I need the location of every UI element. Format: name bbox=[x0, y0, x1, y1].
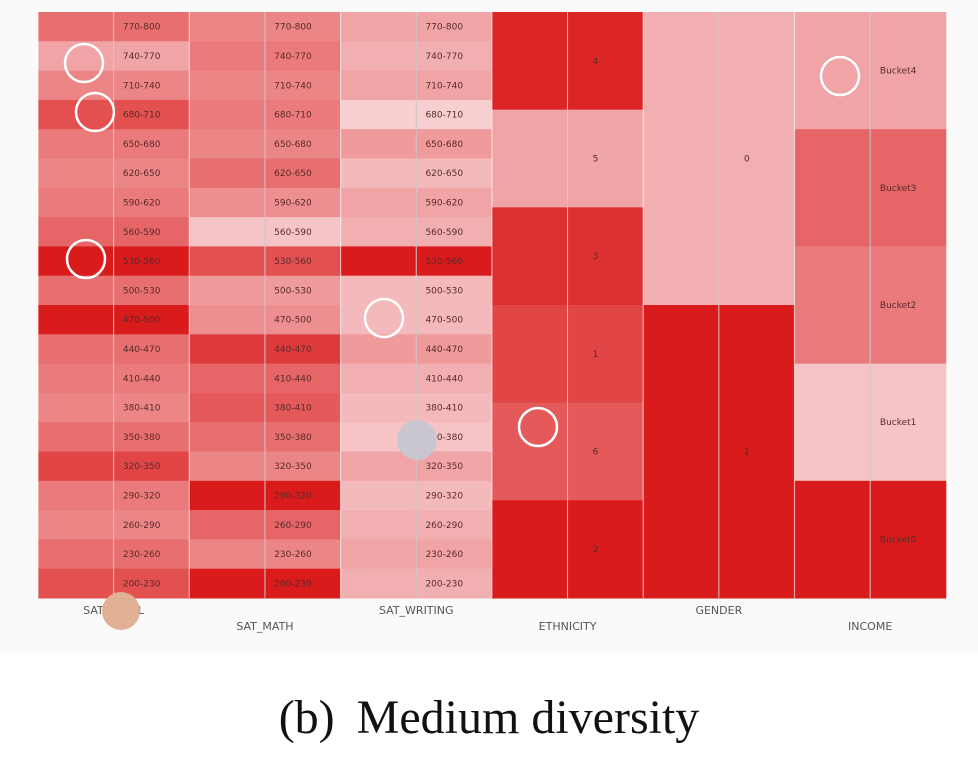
bucket-label: 620-650 bbox=[274, 169, 312, 179]
bucket-label: 0 bbox=[744, 155, 750, 165]
bucket-label: 530-560 bbox=[425, 257, 463, 267]
caption-tag: (b) bbox=[278, 691, 335, 744]
bucket-label: 620-650 bbox=[123, 169, 161, 179]
column-label: SAT_MATH bbox=[236, 620, 293, 633]
bucket-label: 350-380 bbox=[123, 433, 161, 443]
column-label: INCOME bbox=[848, 620, 892, 633]
bucket-label: 3 bbox=[593, 252, 599, 262]
bucket-label: 1 bbox=[593, 350, 599, 360]
column-label: SAT_WRITING bbox=[379, 604, 454, 617]
annotation-dot-tan bbox=[102, 592, 140, 630]
bucket-label: 560-590 bbox=[425, 228, 463, 238]
bucket-label: 680-710 bbox=[123, 111, 161, 121]
annotation-ring bbox=[65, 238, 107, 280]
bucket-label: 410-440 bbox=[274, 374, 312, 384]
bucket-label: 770-800 bbox=[274, 23, 312, 33]
bucket-label: Bucket0 bbox=[880, 535, 917, 545]
heatmap-panel: 770-800 740-770 710-740 680-710 650-680 620-6… bbox=[37, 12, 947, 633]
bucket-label: 350-380 bbox=[274, 433, 312, 443]
annotation-ring bbox=[819, 55, 861, 97]
bucket-label: 560-590 bbox=[123, 228, 161, 238]
bucket-label: 5 bbox=[593, 155, 599, 165]
bucket-label: 650-680 bbox=[425, 140, 463, 150]
bucket-label: 500-530 bbox=[274, 286, 312, 296]
bucket-label: 470-500 bbox=[274, 316, 312, 326]
bucket-label: 260-290 bbox=[274, 521, 312, 531]
bucket-label: 770-800 bbox=[123, 23, 161, 33]
bucket-label: 200-230 bbox=[274, 579, 312, 589]
annotation-ring bbox=[74, 91, 116, 133]
bucket-label: 590-620 bbox=[274, 198, 312, 208]
bucket-label: 710-740 bbox=[425, 81, 463, 91]
bucket-label: 770-800 bbox=[425, 23, 463, 33]
bucket-label: 230-260 bbox=[425, 550, 463, 560]
bucket-label: 740-770 bbox=[425, 52, 463, 62]
bucket-label: 440-470 bbox=[274, 345, 312, 355]
bucket-label: 230-260 bbox=[123, 550, 161, 560]
bucket-label: 710-740 bbox=[274, 81, 312, 91]
bucket-label: 290-320 bbox=[425, 491, 463, 501]
bucket-label: 290-320 bbox=[274, 491, 312, 501]
bucket-label: 680-710 bbox=[274, 111, 312, 121]
bucket-label: 680-710 bbox=[425, 111, 463, 121]
bucket-label: 320-350 bbox=[123, 462, 161, 472]
annotation-ring bbox=[63, 42, 105, 84]
bucket-label: 710-740 bbox=[123, 81, 161, 91]
bucket-label: 650-680 bbox=[274, 140, 312, 150]
bucket-label: 230-260 bbox=[274, 550, 312, 560]
bucket-label: Bucket3 bbox=[880, 184, 917, 194]
column-label: ETHNICITY bbox=[539, 620, 597, 633]
bucket-label: 4 bbox=[593, 57, 599, 67]
heatmap-chart: 770-800 740-770 710-740 680-710 650-680 620-6… bbox=[37, 12, 947, 633]
bucket-label: 470-500 bbox=[123, 316, 161, 326]
bucket-label: 380-410 bbox=[425, 404, 463, 414]
bucket-label: 290-320 bbox=[123, 491, 161, 501]
annotation-ring bbox=[517, 406, 559, 448]
bucket-label: 620-650 bbox=[425, 169, 463, 179]
bucket-label: 380-410 bbox=[274, 404, 312, 414]
bucket-label: 1 bbox=[744, 448, 750, 458]
bucket-label: 200-230 bbox=[123, 579, 161, 589]
bucket-label: 440-470 bbox=[425, 345, 463, 355]
bucket-label: 200-230 bbox=[425, 579, 463, 589]
bucket-label: 560-590 bbox=[274, 228, 312, 238]
annotation-ring bbox=[363, 297, 405, 339]
bucket-label: 590-620 bbox=[123, 198, 161, 208]
bucket-label: 470-500 bbox=[425, 316, 463, 326]
bucket-label: 260-290 bbox=[123, 521, 161, 531]
bucket-label: 440-470 bbox=[123, 345, 161, 355]
bucket-label: Bucket2 bbox=[880, 301, 917, 311]
caption-text: Medium diversity bbox=[356, 691, 700, 744]
bucket-label: 740-770 bbox=[274, 52, 312, 62]
bucket-label: 530-560 bbox=[274, 257, 312, 267]
bucket-label: 350-380 bbox=[425, 433, 463, 443]
bucket-label: 740-770 bbox=[123, 52, 161, 62]
bucket-label: 260-290 bbox=[425, 521, 463, 531]
bucket-label: 530-560 bbox=[123, 257, 161, 267]
bucket-label: Bucket4 bbox=[880, 67, 917, 77]
bucket-label: 590-620 bbox=[425, 198, 463, 208]
bucket-label: 320-350 bbox=[274, 462, 312, 472]
bucket-label: 650-680 bbox=[123, 140, 161, 150]
bucket-label: 410-440 bbox=[123, 374, 161, 384]
bucket-label: 380-410 bbox=[123, 404, 161, 414]
figure-caption: (b) Medium diversity bbox=[0, 690, 978, 745]
column-label: GENDER bbox=[695, 604, 742, 617]
bucket-label: 500-530 bbox=[425, 286, 463, 296]
bucket-label: Bucket1 bbox=[880, 418, 917, 428]
bucket-label: 500-530 bbox=[123, 286, 161, 296]
annotation-dot-gray bbox=[397, 420, 437, 460]
bucket-label: 6 bbox=[593, 448, 599, 458]
bucket-label: 2 bbox=[593, 545, 599, 555]
bucket-label: 320-350 bbox=[425, 462, 463, 472]
bucket-label: 410-440 bbox=[425, 374, 463, 384]
